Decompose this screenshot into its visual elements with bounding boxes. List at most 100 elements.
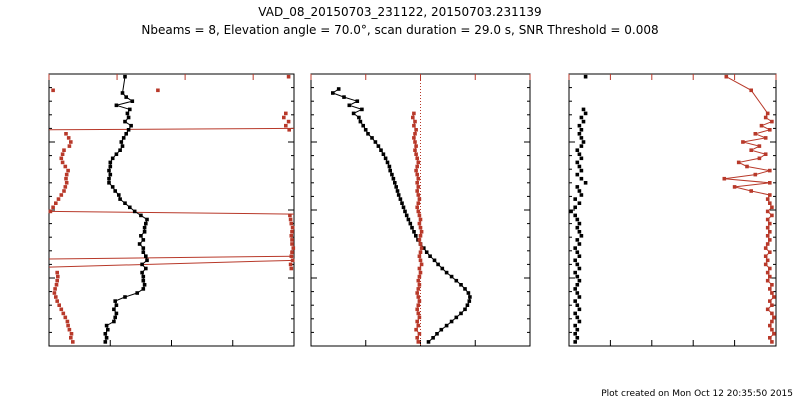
data-point-wind-speed [110,185,115,189]
data-point-snr [387,164,392,169]
panel-wind [48,73,296,347]
data-point-wind-direction [290,250,294,254]
data-point-vertical-velocity [416,340,421,344]
data-point-wind-direction [59,193,64,197]
data-point-wind-direction [62,189,66,193]
data-point-wind-direction [55,299,59,303]
data-point-vertical-velocity [417,197,422,201]
data-point-correlation [763,152,768,156]
data-point-wind-speed [103,332,108,336]
data-point-wind-direction [291,246,296,250]
data-point-snr [403,209,407,214]
data-point-wind-direction [64,176,68,181]
data-point-snr [436,262,440,267]
data-point-wind-speed [139,234,143,238]
data-point-wind-speed [142,225,147,230]
data-point-vertical-velocity [415,307,419,312]
data-point-snr [383,156,388,161]
data-point-residual [577,123,582,128]
series-line-snr [331,88,471,343]
data-point-wind-speed [108,164,113,169]
data-point-snr [355,99,360,103]
data-point-correlation [763,254,768,258]
data-point-correlation [768,250,772,254]
data-point-correlation [765,278,770,283]
data-point-residual [577,152,582,156]
data-point-wind-direction [66,136,71,140]
data-point-snr [428,254,432,258]
data-point-wind-speed [141,274,146,279]
data-point-wind-direction [53,287,57,291]
data-point-residual [573,311,577,316]
data-point-residual [579,168,584,173]
data-point-snr [342,95,346,99]
data-point-correlation [749,88,753,93]
data-point-residual [583,111,588,116]
data-point-snr [361,123,365,128]
data-point-wind-speed [106,327,110,332]
data-point-wind-direction [289,221,294,226]
data-point-correlation [765,225,770,230]
data-point-correlation [768,336,772,340]
data-point-correlation [765,209,770,214]
data-point-vertical-velocity [412,111,416,116]
data-point-wind-direction [290,230,294,234]
data-point-correlation [722,176,727,181]
data-point-vertical-velocity [415,172,419,177]
data-point-snr [454,315,459,320]
data-point-vertical-velocity [419,262,424,267]
data-point-vertical-velocity [415,319,419,324]
data-point-wind-speed [114,103,119,108]
data-point-correlation [736,160,741,165]
data-point-vertical-velocity [415,336,419,340]
data-point-vertical-velocity [413,148,417,152]
data-point-wind-speed [114,311,119,316]
data-point-vertical-velocity [417,283,422,287]
data-point-residual [575,250,580,254]
data-point-wind-direction [290,258,295,263]
data-point-residual [579,128,584,132]
data-point-correlation [768,266,772,271]
data-point-snr [390,172,394,177]
data-point-wind-speed [121,136,126,140]
data-point-vertical-velocity [415,181,419,185]
data-point-snr [393,181,397,185]
data-point-wind-direction [290,238,294,242]
data-point-snr [391,176,396,181]
data-point-wind-speed [117,193,121,197]
data-point-residual [575,303,580,307]
data-point-wind-speed [118,148,122,152]
direction-wrap-line [48,127,295,131]
data-point-residual [581,119,586,124]
data-point-snr [424,250,429,254]
data-point-snr [357,115,361,120]
data-point-residual [581,140,586,144]
data-point-wind-direction [69,332,74,336]
data-point-wind-speed [145,258,149,263]
data-point-residual [577,266,582,271]
data-point-residual [577,201,582,205]
data-point-snr [401,205,406,210]
data-point-vertical-velocity [416,303,421,307]
data-point-wind-direction [69,140,73,144]
data-point-residual [573,213,577,218]
data-point-vertical-velocity [415,156,419,161]
data-point-snr [435,332,439,336]
data-point-wind-speed [118,197,122,201]
data-point-vertical-velocity [413,119,417,124]
data-point-residual [577,189,582,193]
data-point-snr [449,319,454,324]
data-point-wind-direction [66,168,70,173]
data-point-wind-speed [119,140,124,144]
data-point-snr [463,287,467,291]
data-point-vertical-velocity [416,295,421,299]
data-point-wind-direction [51,88,55,93]
data-point-wind-speed [113,299,117,303]
data-point-residual [573,340,577,344]
data-point-snr [449,274,454,279]
data-point-vertical-velocity [418,250,423,254]
data-point-wind-direction [67,327,72,332]
data-point-wind-direction [56,274,60,279]
data-point-wind-speed [123,119,127,124]
data-point-wind-direction [156,88,160,93]
